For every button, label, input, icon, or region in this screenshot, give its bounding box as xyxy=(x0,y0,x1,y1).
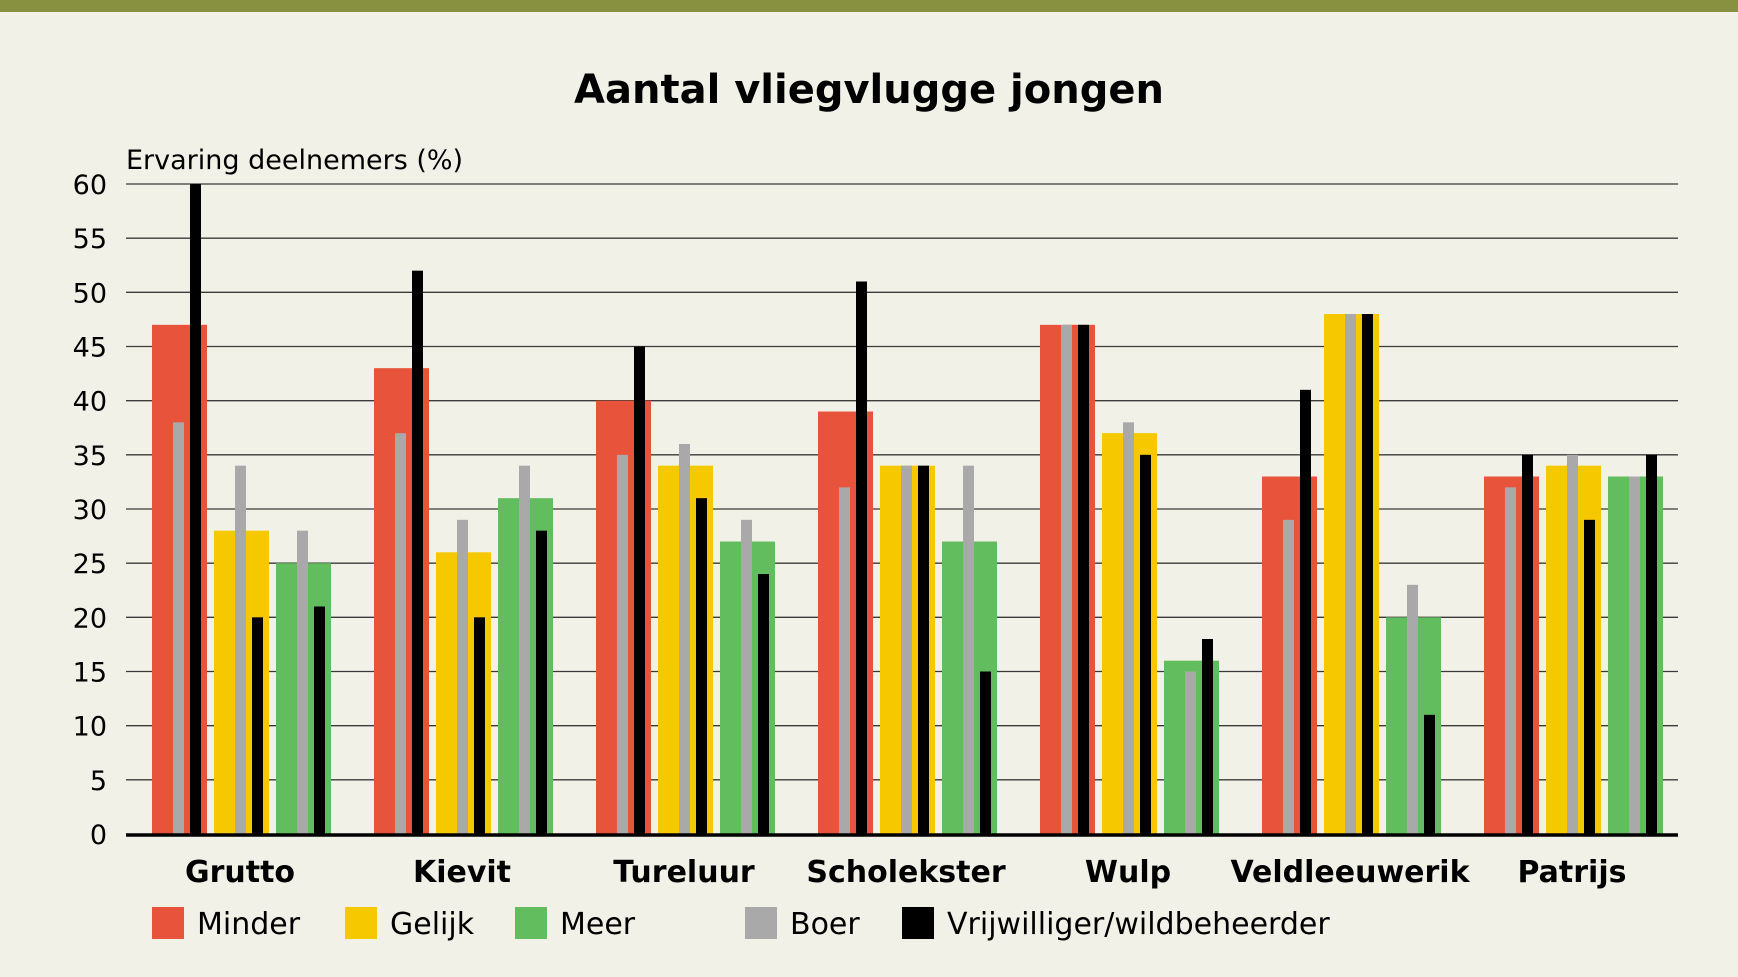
bar-boer xyxy=(457,519,468,834)
chart-title: Aantal vliegvlugge jongen xyxy=(574,67,1164,113)
bar-vrijwilliger xyxy=(190,184,201,834)
legend-swatch xyxy=(345,907,377,939)
category-label: Kievit xyxy=(413,855,511,890)
bar-boer xyxy=(235,465,246,834)
bars xyxy=(152,184,1663,835)
y-tick-label: 25 xyxy=(73,549,107,580)
bar-vrijwilliger xyxy=(1078,324,1089,834)
bar-boer xyxy=(519,465,530,834)
y-tick-label: 60 xyxy=(73,170,107,201)
category-label: Tureluur xyxy=(613,855,755,890)
bar-vrijwilliger xyxy=(634,346,645,834)
bar-boer xyxy=(395,433,406,834)
bar-vrijwilliger xyxy=(1202,639,1213,834)
bar-vrijwilliger xyxy=(536,530,547,834)
bar-vrijwilliger xyxy=(1140,454,1151,834)
y-tick-label: 55 xyxy=(73,224,107,255)
y-tick-label: 40 xyxy=(73,387,107,418)
bar-vrijwilliger xyxy=(980,671,991,834)
legend-swatch xyxy=(745,907,777,939)
bar-vrijwilliger xyxy=(918,465,929,834)
y-tick-label: 20 xyxy=(73,603,107,634)
y-tick-label: 50 xyxy=(73,278,107,309)
bar-vrijwilliger xyxy=(1300,389,1311,834)
y-axis-label: Ervaring deelnemers (%) xyxy=(126,145,463,176)
bar-boer xyxy=(741,519,752,834)
legend-swatch xyxy=(152,907,184,939)
bar-vrijwilliger xyxy=(1584,519,1595,834)
y-tick-label: 10 xyxy=(73,712,107,743)
bar-boer xyxy=(1407,584,1418,834)
bar-boer xyxy=(1123,422,1134,834)
category-labels: Grutto Kievit Tureluur Scholekster Wulp Veldl… xyxy=(185,855,1627,890)
bar-boer xyxy=(1505,487,1516,834)
bar-boer xyxy=(1345,314,1356,834)
bar-vrijwilliger xyxy=(314,606,325,834)
bar-boer xyxy=(297,530,308,834)
bar-boer xyxy=(1061,324,1072,834)
y-tick-label: 35 xyxy=(73,441,107,472)
bar-boer xyxy=(1185,671,1196,834)
y-tick-label: 0 xyxy=(90,820,107,851)
y-tick-label: 30 xyxy=(73,495,107,526)
top-accent-bar xyxy=(0,0,1738,12)
legend-label: Vrijwilliger/wildbeheerder xyxy=(947,907,1330,942)
bar-vrijwilliger xyxy=(758,574,769,834)
bar-vrijwilliger xyxy=(856,281,867,834)
y-tick-label: 5 xyxy=(90,766,107,797)
y-tick-label: 45 xyxy=(73,333,107,364)
bar-vrijwilliger xyxy=(1362,314,1373,834)
category-label: Wulp xyxy=(1085,855,1171,890)
bar-vrijwilliger xyxy=(1424,714,1435,834)
legend-label: Gelijk xyxy=(390,907,475,942)
category-label: Veldleeuwerik xyxy=(1230,855,1470,890)
bar-boer xyxy=(1629,476,1640,834)
legend-swatch xyxy=(515,907,547,939)
bar-vrijwilliger xyxy=(474,617,485,834)
y-axis-ticks: 0 5 10 15 20 25 30 35 40 45 50 55 60 xyxy=(73,170,107,851)
legend-label: Boer xyxy=(790,907,860,942)
bar-boer xyxy=(1567,454,1578,834)
bar-vrijwilliger xyxy=(696,498,707,834)
legend-label: Meer xyxy=(560,907,636,942)
bar-boer xyxy=(617,454,628,834)
y-tick-label: 15 xyxy=(73,658,107,689)
category-label: Patrijs xyxy=(1518,855,1627,890)
bar-boer xyxy=(839,487,850,834)
bar-boer xyxy=(901,465,912,834)
category-label: Scholekster xyxy=(806,855,1005,890)
legend-label: Minder xyxy=(197,907,301,942)
legend-swatch xyxy=(902,907,934,939)
bar-boer xyxy=(963,465,974,834)
bar-vrijwilliger xyxy=(412,270,423,835)
bar-vrijwilliger xyxy=(1522,454,1533,834)
category-label: Grutto xyxy=(185,855,295,890)
bar-boer xyxy=(1283,519,1294,834)
bar-boer xyxy=(679,444,690,834)
legend: Minder Gelijk Meer Boer Vrijwilliger/wildbeh… xyxy=(152,907,1330,942)
bar-vrijwilliger xyxy=(252,617,263,834)
bar-boer xyxy=(173,422,184,834)
bar-vrijwilliger xyxy=(1646,454,1657,834)
